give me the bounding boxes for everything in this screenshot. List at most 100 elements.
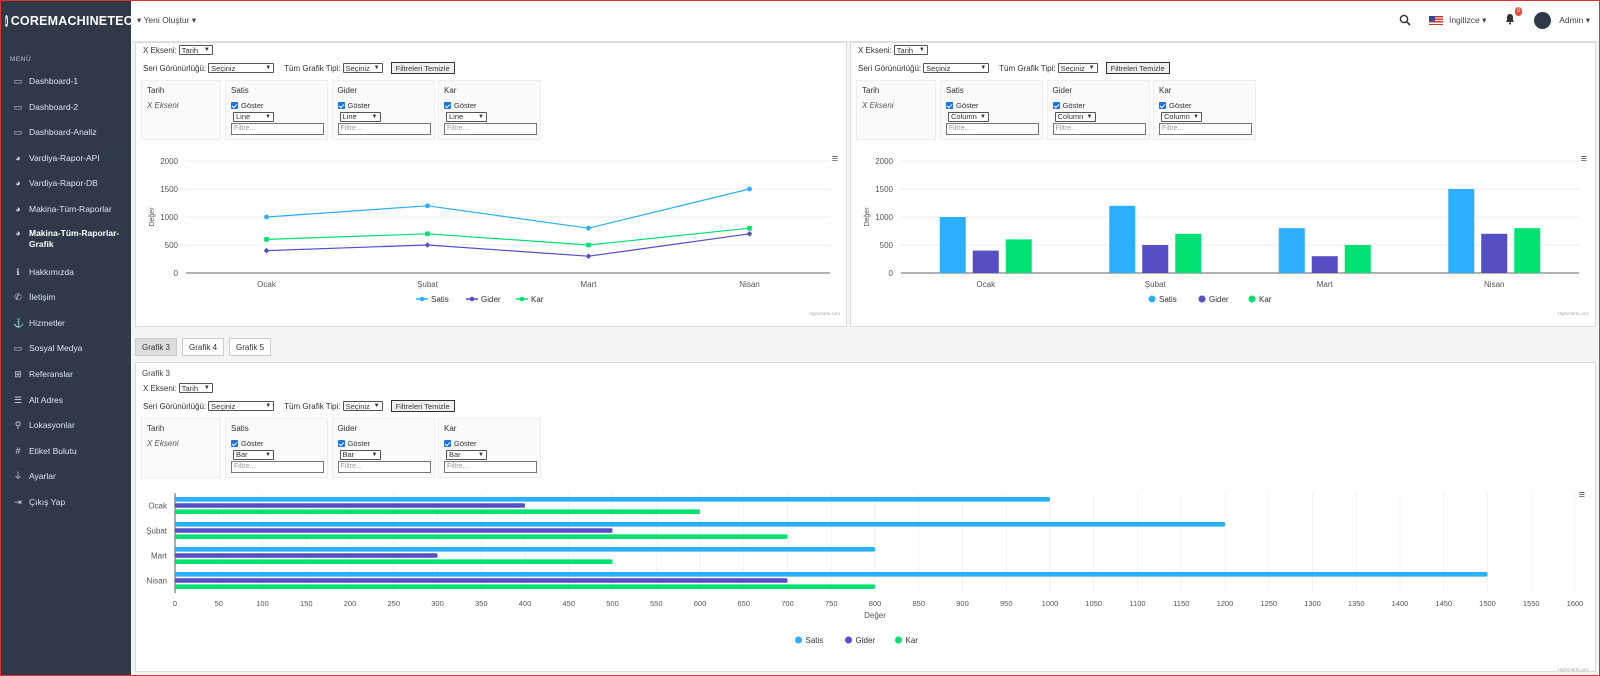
bar-kar[interactable] — [175, 559, 613, 564]
sidebar-item-ayarlar[interactable]: ⏚ Ayarlar — [0, 464, 131, 490]
data-point[interactable] — [425, 231, 430, 237]
bar-gider[interactable] — [175, 528, 613, 533]
bar-gider[interactable] — [175, 553, 438, 558]
chart-menu-icon[interactable]: ≡ — [1580, 153, 1587, 165]
show-checkbox[interactable]: Göster — [337, 101, 370, 110]
show-checkbox[interactable]: Göster — [444, 439, 477, 448]
series-type-select[interactable]: Line ▼ — [233, 111, 274, 122]
notification-button[interactable]: 0 — [1504, 7, 1523, 28]
user-menu[interactable]: Admin ▾ — [1534, 12, 1590, 29]
series-type-select[interactable]: Bar ▼ — [233, 449, 274, 460]
data-point[interactable] — [263, 247, 270, 254]
data-point[interactable] — [585, 253, 592, 259]
sidebar-item-sosyal-medya[interactable]: ▭ Sosyal Medya — [0, 336, 131, 362]
legend-item-gider[interactable]: Gider — [466, 295, 501, 304]
sidebar-item-lokasyonlar[interactable]: ⚲ Lokasyonlar — [0, 413, 131, 439]
sidebar-item-dashboard-analiz[interactable]: ▭ Dashboard-Analiz — [0, 120, 131, 146]
sidebar-item-vardiya-rapor-api[interactable]: ◕ Vardiya-Rapor-API — [0, 146, 131, 172]
legend-item-kar[interactable]: Kar — [516, 295, 544, 304]
series-type-select[interactable]: Bar ▼ — [339, 449, 381, 460]
filter-input[interactable]: Filtre... — [1052, 123, 1146, 135]
show-checkbox[interactable]: Göster — [337, 439, 370, 448]
bar-gider[interactable] — [175, 578, 788, 583]
data-point[interactable] — [264, 214, 269, 220]
clear-filters-button[interactable]: Filtreleri Temizle — [1105, 62, 1170, 74]
sidebar-item-hakk-m-zda[interactable]: ℹ Hakkımızda — [0, 260, 131, 286]
legend-item-kar[interactable]: Kar — [895, 636, 918, 645]
filter-input[interactable]: Filtre... — [231, 123, 324, 135]
x-axis-select[interactable]: Tarih ▼ — [178, 45, 213, 55]
x-axis-select[interactable]: Tarih ▼ — [178, 383, 213, 393]
column-satis[interactable] — [1278, 228, 1305, 273]
sidebar-item-makina-t-m-raporlar[interactable]: ◕ Makina-Tüm-Raporlar — [0, 197, 131, 223]
legend-item-kar[interactable]: Kar — [1248, 295, 1272, 304]
series-type-select[interactable]: Line ▼ — [446, 111, 487, 122]
sidebar-item-etiket-bulutu[interactable]: # Etiket Bulutu — [0, 439, 131, 465]
column-satis[interactable] — [1109, 205, 1136, 273]
chart-menu-icon[interactable]: ≡ — [831, 153, 838, 165]
legend-item-gider[interactable]: Gider — [1198, 295, 1229, 304]
bar-satis[interactable] — [175, 547, 875, 552]
language-selector[interactable]: İngilizce ▾ — [1428, 15, 1486, 26]
sidebar-item-dashboard-1[interactable]: ▭ Dashboard-1 — [0, 69, 131, 95]
show-checkbox[interactable]: Göster — [1159, 101, 1192, 110]
data-point[interactable] — [747, 186, 752, 192]
data-point[interactable] — [586, 242, 591, 248]
filter-input[interactable]: Filtre... — [337, 123, 431, 135]
brand[interactable]: i COREMACHINETEC — [0, 0, 133, 42]
data-point[interactable] — [424, 242, 431, 248]
column-gider[interactable] — [972, 250, 999, 273]
show-checkbox[interactable]: Göster — [444, 101, 477, 110]
data-point[interactable] — [264, 237, 269, 242]
series-type-select[interactable]: Column ▼ — [1054, 111, 1096, 122]
column-gider[interactable] — [1142, 245, 1169, 273]
data-point[interactable] — [425, 203, 430, 209]
bar-kar[interactable] — [175, 584, 875, 589]
chart-type-select[interactable]: Seçiniz ▼ — [342, 401, 383, 411]
tab-grafik-5[interactable]: Grafik 5 — [229, 338, 272, 356]
sidebar-item-i-leti-im[interactable]: ✆ İletişim — [0, 285, 131, 311]
chart-type-select[interactable]: Seçiniz ▼ — [342, 63, 383, 73]
filter-input[interactable]: Filtre... — [444, 123, 537, 135]
show-checkbox[interactable]: Göster — [1052, 101, 1085, 110]
data-point[interactable] — [747, 225, 752, 231]
filter-input[interactable]: Filtre... — [337, 461, 431, 473]
legend-item-satis[interactable]: Satis — [795, 636, 823, 645]
series-type-select[interactable]: Line ▼ — [339, 111, 381, 122]
bar-kar[interactable] — [175, 534, 788, 539]
show-checkbox[interactable]: Göster — [946, 101, 979, 110]
series-type-select[interactable]: Bar ▼ — [446, 449, 487, 460]
chart-type-select[interactable]: Seçiniz ▼ — [1057, 63, 1098, 73]
column-kar[interactable] — [1514, 228, 1541, 273]
tab-grafik-3[interactable]: Grafik 3 — [135, 338, 178, 356]
sidebar-item-vardiya-rapor-db[interactable]: ◕ Vardiya-Rapor-DB — [0, 171, 131, 197]
sidebar-item-alt-adres[interactable]: ☰ Alt Adres — [0, 388, 131, 414]
series-type-select[interactable]: Column ▼ — [948, 111, 989, 122]
bar-satis[interactable] — [175, 572, 1488, 577]
data-point[interactable] — [746, 231, 753, 237]
visibility-select[interactable]: Seçiniz ▼ — [208, 401, 275, 411]
clear-filters-button[interactable]: Filtreleri Temizle — [390, 62, 455, 74]
sidebar-item-makina-t-m-raporlar-grafik[interactable]: ◕ Makina-Tüm-Raporlar-Grafik — [0, 223, 131, 260]
column-satis[interactable] — [939, 217, 966, 273]
clear-filters-button[interactable]: Filtreleri Temizle — [390, 400, 455, 412]
filter-input[interactable]: Filtre... — [946, 123, 1039, 135]
show-checkbox[interactable]: Göster — [231, 101, 264, 110]
filter-input[interactable]: Filtre... — [444, 461, 537, 473]
bar-kar[interactable] — [175, 509, 700, 514]
column-kar[interactable] — [1005, 239, 1032, 273]
sidebar-item-referanslar[interactable]: ⊞ Referanslar — [0, 362, 131, 388]
sidebar-item--k-yap[interactable]: ⇥ Çıkış Yap — [0, 490, 131, 516]
sidebar-item-hizmetler[interactable]: ⚓ Hizmetler — [0, 311, 131, 337]
visibility-select[interactable]: Seçiniz ▼ — [208, 63, 275, 73]
search-icon[interactable] — [1399, 14, 1411, 28]
chart-menu-icon[interactable]: ≡ — [1578, 489, 1585, 501]
legend-item-satis[interactable]: Satis — [416, 295, 449, 304]
filter-input[interactable]: Filtre... — [1159, 123, 1252, 135]
bar-gider[interactable] — [175, 503, 525, 508]
sidebar-item-dashboard-2[interactable]: ▭ Dashboard-2 — [0, 95, 131, 121]
legend-item-satis[interactable]: Satis — [1148, 295, 1177, 304]
data-point[interactable] — [586, 225, 591, 231]
tab-grafik-4[interactable]: Grafik 4 — [182, 338, 225, 356]
series-type-select[interactable]: Column ▼ — [1161, 111, 1202, 122]
